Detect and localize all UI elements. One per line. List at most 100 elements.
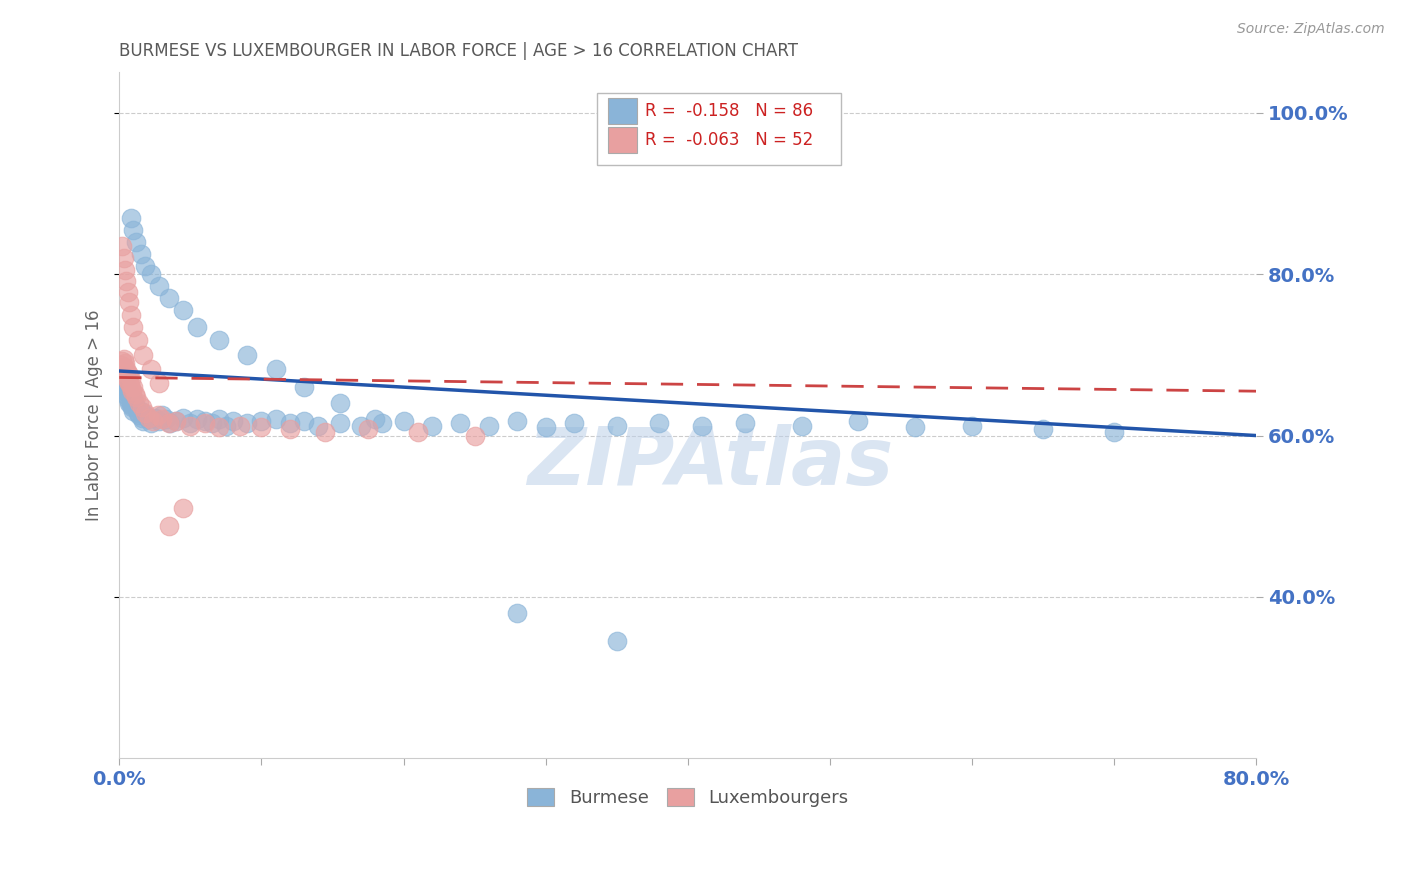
Point: [236, 417, 259, 431]
Point: [120, 380, 142, 394]
Point: [125, 401, 148, 415]
Text: R =  -0.063   N = 52: R = -0.063 N = 52: [644, 130, 813, 149]
Point: [121, 384, 143, 399]
Point: [506, 414, 529, 428]
Text: BURMESE VS LUXEMBOURGER IN LABOR FORCE | AGE > 16 CORRELATION CHART: BURMESE VS LUXEMBOURGER IN LABOR FORCE |…: [120, 42, 799, 60]
Point: [159, 417, 181, 431]
Point: [118, 295, 141, 310]
Point: [790, 418, 813, 433]
Point: [229, 418, 252, 433]
Point: [115, 378, 138, 392]
Point: [562, 417, 585, 431]
Point: [122, 380, 145, 394]
Point: [131, 410, 153, 425]
Point: [250, 420, 273, 434]
Point: [292, 414, 315, 428]
Point: [115, 362, 138, 376]
Point: [148, 376, 170, 390]
Point: [179, 417, 201, 431]
Point: [292, 380, 315, 394]
Point: [134, 406, 156, 420]
Point: [120, 372, 142, 386]
Point: [506, 606, 529, 620]
Point: [114, 384, 136, 399]
Point: [1102, 425, 1125, 439]
Point: [112, 380, 135, 394]
Point: [186, 319, 208, 334]
Point: [112, 251, 135, 265]
Point: [960, 418, 983, 433]
Point: [124, 398, 146, 412]
Point: [165, 414, 187, 428]
Point: [132, 414, 155, 428]
Point: [118, 396, 141, 410]
Point: [129, 247, 152, 261]
Y-axis label: In Labor Force | Age > 16: In Labor Force | Age > 16: [86, 310, 103, 521]
Point: [157, 291, 180, 305]
Point: [117, 366, 139, 380]
Point: [128, 409, 150, 423]
Point: [122, 392, 145, 407]
Point: [606, 418, 628, 433]
Point: [111, 239, 134, 253]
Point: [117, 392, 139, 407]
Point: [114, 263, 136, 277]
Point: [112, 370, 135, 384]
Point: [120, 398, 142, 412]
Point: [329, 417, 352, 431]
Point: [124, 386, 146, 401]
Point: [111, 376, 134, 390]
Point: [139, 417, 162, 431]
Point: [172, 410, 194, 425]
Point: [236, 348, 259, 362]
Point: [121, 401, 143, 415]
Point: [314, 425, 336, 439]
Point: [115, 388, 138, 402]
Point: [134, 409, 156, 423]
Point: [117, 382, 139, 396]
Point: [132, 348, 155, 362]
Point: [193, 417, 215, 431]
Point: [848, 414, 870, 428]
Bar: [609, 127, 637, 153]
Point: [112, 351, 135, 366]
Text: Source: ZipAtlas.com: Source: ZipAtlas.com: [1237, 22, 1385, 37]
Point: [449, 417, 471, 431]
Text: R =  -0.158   N = 86: R = -0.158 N = 86: [644, 102, 813, 120]
Point: [186, 412, 208, 426]
Point: [114, 366, 136, 380]
Point: [172, 501, 194, 516]
Point: [118, 376, 141, 390]
Point: [464, 428, 486, 442]
Point: [111, 364, 134, 378]
Point: [120, 308, 142, 322]
Point: [364, 412, 387, 426]
Point: [111, 354, 134, 368]
Point: [114, 356, 136, 370]
Point: [117, 374, 139, 388]
Point: [139, 362, 162, 376]
Point: [534, 420, 557, 434]
FancyBboxPatch shape: [598, 93, 841, 165]
Point: [134, 259, 156, 273]
Point: [406, 425, 429, 439]
Point: [357, 422, 380, 436]
Point: [148, 414, 170, 428]
Text: ZIPAtlas: ZIPAtlas: [527, 425, 894, 502]
Point: [118, 386, 141, 401]
Point: [110, 358, 132, 372]
Point: [115, 274, 138, 288]
Point: [264, 362, 287, 376]
Point: [118, 368, 141, 382]
Point: [136, 412, 159, 426]
Point: [138, 410, 160, 425]
Point: [690, 418, 713, 433]
Point: [131, 401, 153, 415]
Point: [392, 414, 415, 428]
Point: [120, 390, 142, 404]
Point: [128, 396, 150, 410]
Point: [125, 390, 148, 404]
Point: [155, 412, 177, 426]
Point: [142, 414, 165, 428]
Point: [208, 334, 231, 348]
